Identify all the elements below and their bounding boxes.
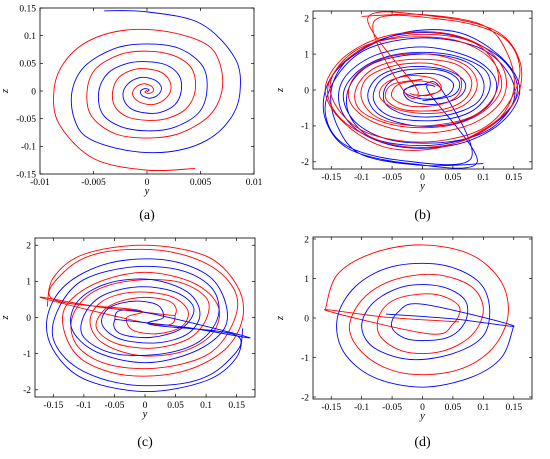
chart-panel-d: -0.15 -0.1 -0.05 0 0.05 0.1 0.15 -2 -1 0 1 2 y z (d)	[275, 227, 550, 454]
series-line-b-1	[324, 11, 523, 151]
x-axis-label: y	[419, 181, 425, 192]
x-tick-label: 0	[143, 401, 148, 411]
x-axis-label: y	[142, 409, 148, 420]
series-line-a-1	[70, 10, 241, 154]
x-tick-label: -0.15	[43, 401, 63, 411]
x-tick-label: 0	[145, 178, 150, 188]
chart-svg-a: -0.01 -0.005 0 0.005 0.01 -0.15 -0.1 -0.05 0 0.05…	[0, 4, 263, 223]
x-tick-label: 0.05	[445, 403, 462, 413]
x-tick-label: 0	[420, 403, 425, 413]
y-tick-label: 0	[304, 314, 309, 324]
y-tick-label: -2	[23, 386, 31, 396]
y-tick-label: 2	[304, 14, 309, 24]
x-tick-label: 0.005	[190, 178, 212, 188]
x-tick-label: -0.01	[30, 178, 50, 188]
x-tick-label: -0.05	[382, 173, 402, 183]
x-tick-label: -0.05	[382, 403, 402, 413]
y-tick-label: -0.15	[16, 170, 36, 180]
y-axis-label: z	[275, 88, 286, 93]
y-tick-label: 1	[304, 275, 309, 285]
x-tick-label: 0.05	[167, 401, 184, 411]
chart-svg-d: -0.15 -0.1 -0.05 0 0.05 0.1 0.15 -2 -1 0 1 2 y z (d)	[275, 235, 533, 450]
y-axis-label: z	[275, 316, 286, 321]
x-tick-label: -0.15	[321, 403, 341, 413]
x-tick-label: -0.05	[105, 401, 125, 411]
y-tick-label: -0.1	[21, 143, 36, 153]
x-tick-label: -0.005	[81, 178, 106, 188]
y-axis-label: z	[0, 315, 11, 320]
series-line-a-0	[53, 28, 224, 172]
series-line-c-1	[46, 258, 251, 393]
x-axis-label: y	[144, 186, 150, 197]
panel-caption: (d)	[414, 435, 431, 450]
series-line-c-0	[39, 244, 244, 377]
x-tick-label: 0.1	[477, 173, 489, 183]
y-tick-label: 0.1	[24, 32, 36, 42]
panel-caption: (c)	[137, 435, 153, 450]
x-tick-label: 0.1	[477, 403, 489, 413]
y-tick-label: -2	[301, 158, 309, 168]
series-line-d-1	[336, 262, 515, 388]
chart-panel-b: -0.15 -0.1 -0.05 0 0.05 0.1 0.15 -2 -1 0 1 2 y z (b)	[275, 0, 550, 227]
x-tick-label: -0.1	[354, 403, 369, 413]
x-tick-label: 0.15	[505, 403, 522, 413]
x-tick-label: 0.01	[246, 178, 263, 188]
chart-svg-b: -0.15 -0.1 -0.05 0 0.05 0.1 0.15 -2 -1 0 1 2 y z (b)	[275, 10, 533, 223]
y-tick-label: -1	[301, 354, 309, 364]
y-tick-label: 1	[26, 278, 31, 288]
x-tick-label: 0.15	[228, 401, 245, 411]
y-tick-label: 0.05	[19, 60, 36, 70]
y-tick-label: -1	[301, 122, 309, 132]
series-line-d-0	[324, 244, 509, 376]
y-tick-label: 0	[31, 87, 36, 97]
plot-frame-c	[34, 237, 256, 398]
y-tick-label: -0.05	[16, 115, 36, 125]
chart-panel-a: -0.01 -0.005 0 0.005 0.01 -0.15 -0.1 -0.05 0 0.05…	[0, 0, 275, 227]
x-tick-label: 0.05	[445, 173, 462, 183]
x-tick-label: 0.15	[505, 173, 522, 183]
x-axis-label: y	[419, 411, 425, 422]
chart-svg-c: -0.15 -0.1 -0.05 0 0.05 0.1 0.15 -2 -1 0 1 2 y z (c)	[0, 237, 256, 450]
series-line-b-0	[322, 29, 521, 169]
x-tick-label: -0.1	[354, 173, 369, 183]
x-tick-label: -0.1	[76, 401, 91, 411]
panel-caption: (b)	[414, 208, 431, 223]
y-tick-label: 1	[304, 50, 309, 60]
y-tick-label: 0.15	[19, 4, 36, 14]
chart-panel-c: -0.15 -0.1 -0.05 0 0.05 0.1 0.15 -2 -1 0 1 2 y z (c)	[0, 227, 275, 454]
panel-caption: (a)	[139, 208, 155, 223]
y-tick-label: -1	[23, 350, 31, 360]
y-tick-label: 2	[26, 242, 31, 252]
y-tick-label: -2	[301, 393, 309, 403]
y-tick-label: 0	[26, 314, 31, 324]
x-tick-label: 0	[420, 173, 425, 183]
x-tick-label: 0.1	[200, 401, 212, 411]
y-axis-label: z	[0, 89, 11, 94]
x-tick-label: -0.15	[321, 173, 341, 183]
y-tick-label: 2	[304, 235, 309, 245]
y-tick-label: 0	[304, 86, 309, 96]
